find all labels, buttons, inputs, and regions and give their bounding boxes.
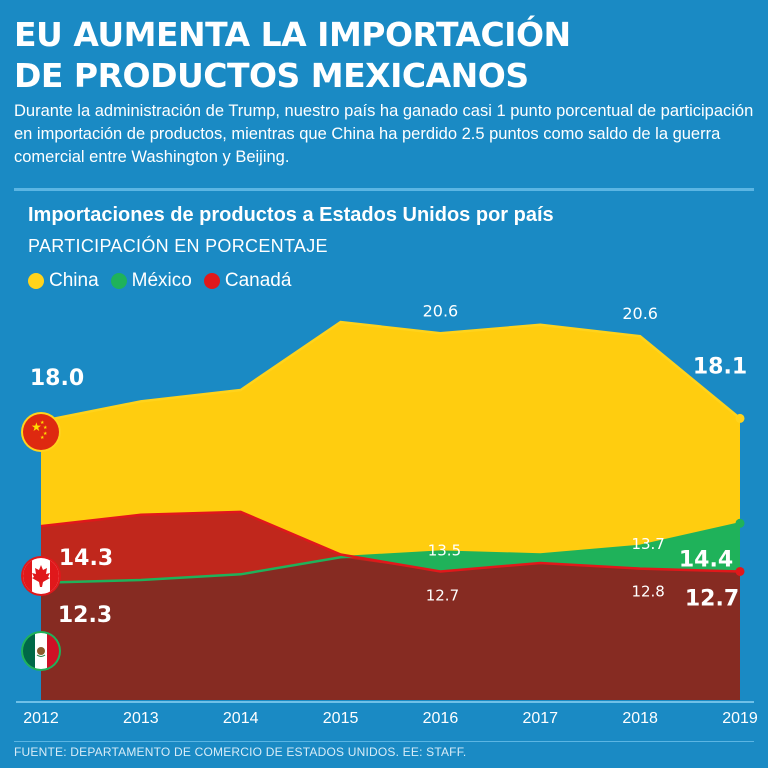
- overlap-area: [41, 557, 740, 700]
- svg-text:★: ★: [43, 425, 48, 431]
- x-tick-label-2014: 2014: [223, 710, 259, 727]
- legend-item-mexico: México: [110, 270, 192, 292]
- data-label-mexico-2019: 14.4: [679, 547, 733, 572]
- legend-dot-china: [28, 273, 44, 289]
- x-tick-label-2015: 2015: [323, 710, 359, 727]
- chart-subtitle: PARTICIPACIÓN EN PORCENTAJE: [28, 236, 328, 256]
- legend-label-china: China: [49, 270, 99, 291]
- headline-line-2: DE PRODUCTOS MEXICANOS: [14, 56, 529, 95]
- headline-line-1: EU AUMENTA LA IMPORTACIÓN: [14, 15, 571, 54]
- legend: China México Canadá: [28, 270, 291, 292]
- canada-flag-icon: [21, 556, 61, 596]
- data-label-china-2018: 20.6: [622, 304, 658, 323]
- data-label-china-2019: 18.1: [693, 354, 747, 379]
- x-tick-label-2019: 2019: [722, 710, 758, 727]
- legend-dot-mexico: [110, 273, 127, 289]
- legend-item-canada: Canadá: [203, 270, 292, 292]
- footer-source: FUENTE: DEPARTAMENTO DE COMERCIO DE ESTA…: [14, 741, 754, 764]
- mexico-flag-icon: [21, 631, 61, 671]
- data-label-mexico-2016: 13.5: [428, 542, 461, 560]
- x-tick-label-2012: 2012: [23, 710, 59, 727]
- data-label-china-2012: 18.0: [30, 366, 84, 391]
- mexico-end-point: [735, 518, 745, 528]
- china-line: [40, 320, 741, 423]
- canada-end-point: [735, 566, 745, 576]
- data-label-canada-2016: 12.7: [426, 586, 459, 604]
- intro-text: Durante la administración de Trump, nues…: [14, 102, 754, 166]
- legend-item-china: China: [28, 270, 99, 292]
- x-tick-label-2017: 2017: [522, 710, 558, 727]
- data-label-mexico-2018: 13.7: [631, 535, 664, 553]
- headline: EU AUMENTA LA IMPORTACIÓN DE PRODUCTOS M…: [14, 14, 754, 96]
- x-tick-label-2018: 2018: [622, 710, 658, 727]
- chart-title: Importaciones de productos a Estados Uni…: [28, 204, 554, 226]
- svg-text:★: ★: [43, 431, 48, 437]
- svg-text:★: ★: [31, 420, 42, 434]
- legend-dot-canada: [203, 273, 220, 289]
- data-label-china-2016: 20.6: [423, 301, 459, 320]
- svg-text:★: ★: [40, 420, 45, 426]
- svg-text:★: ★: [40, 435, 45, 441]
- x-tick-label-2016: 2016: [423, 710, 459, 727]
- mexico-line: [40, 522, 741, 585]
- china-flag-icon: ★ ★ ★ ★ ★: [21, 412, 61, 452]
- china-end-point: [735, 413, 745, 423]
- divider: [14, 188, 754, 191]
- legend-label-mexico: México: [131, 270, 192, 291]
- data-label-canada-2018: 12.8: [631, 583, 664, 601]
- data-label-canada-2019: 12.7: [685, 586, 739, 611]
- legend-label-canada: Canadá: [224, 270, 292, 291]
- data-label-mexico-2012: 12.3: [58, 603, 112, 628]
- data-label-canada-2012: 14.3: [59, 546, 113, 571]
- canada-line: [40, 510, 741, 573]
- x-tick-label-2013: 2013: [123, 710, 159, 727]
